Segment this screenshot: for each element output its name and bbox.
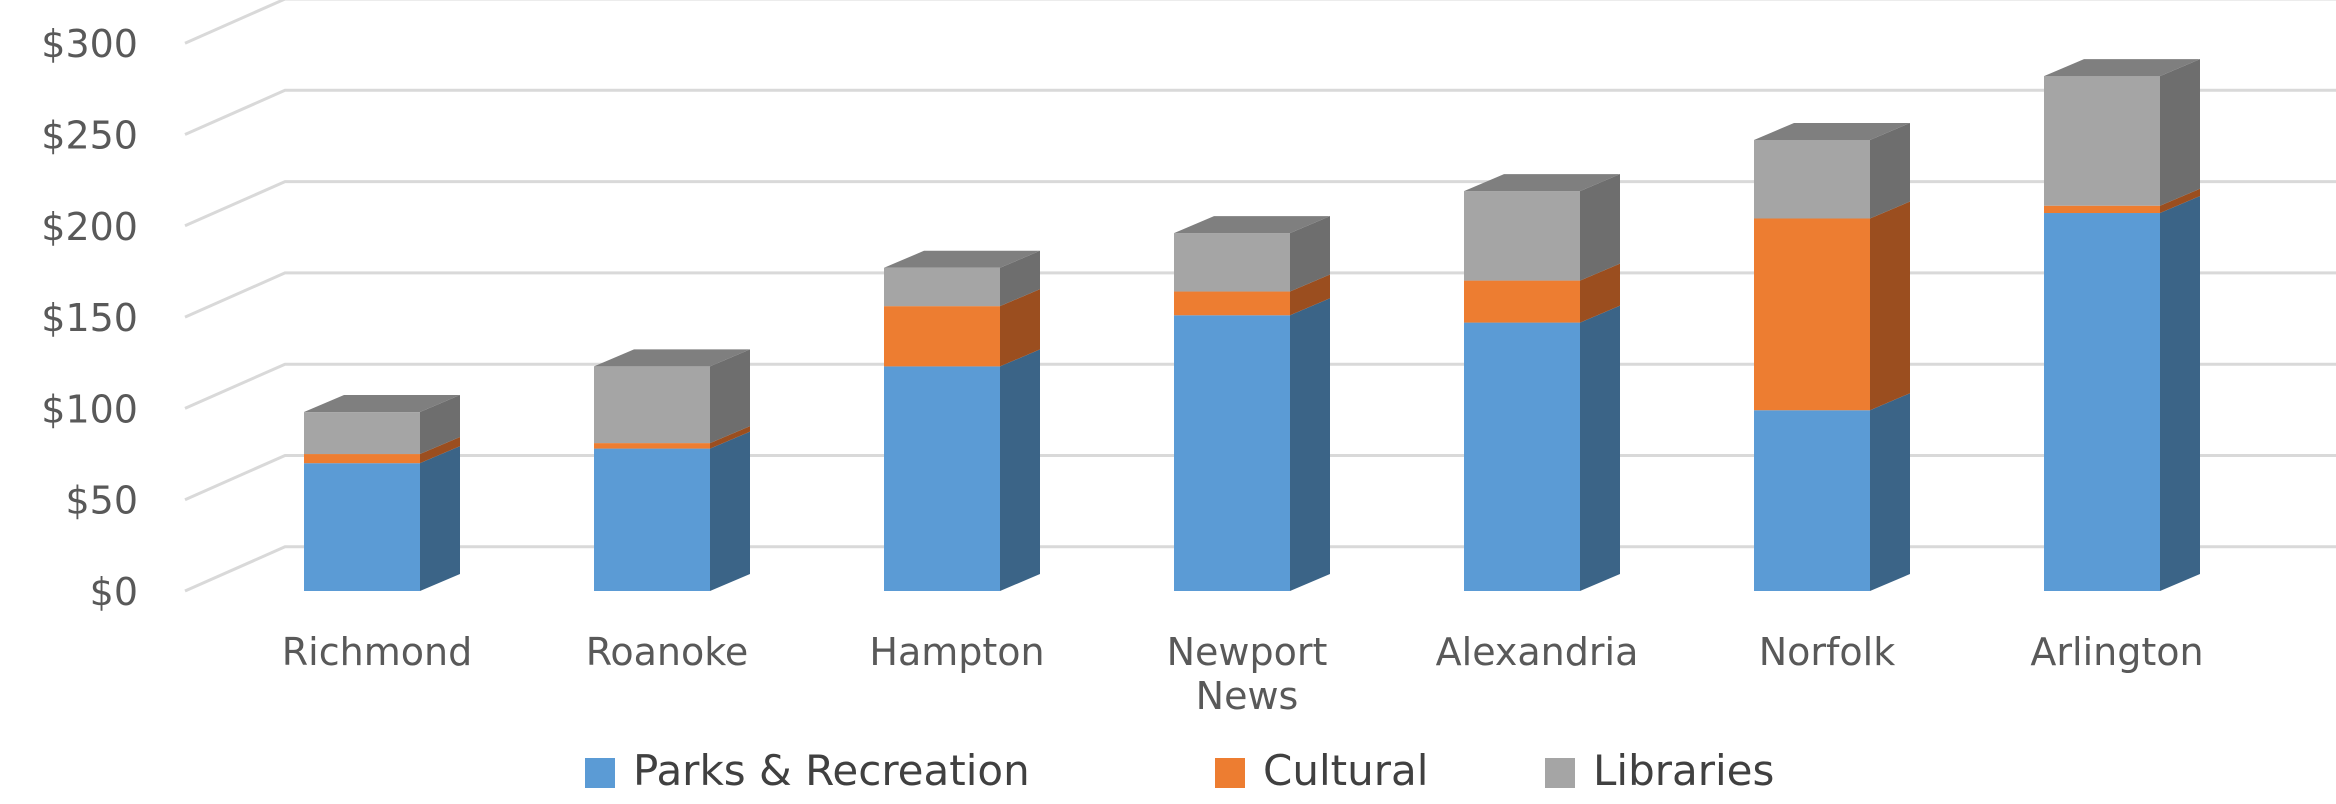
bar-side [420,395,460,455]
gridline [184,271,2336,319]
x-tick-label: Alexandria [1436,630,1639,674]
bar-side [1290,216,1330,292]
bar-segment-cultural [2044,205,2160,214]
legend-label: Libraries [1593,746,1774,795]
bar-top [594,349,750,367]
bar-segment-parks-recreation [594,448,710,591]
bar-segment-libraries [1464,191,1580,281]
bar-side [710,426,750,449]
bar-side [1000,289,1040,367]
bar-top [884,250,1040,268]
bar-segment-libraries [594,366,710,444]
legend-label: Cultural [1263,746,1428,795]
gridline [184,88,2336,136]
bar-side [1870,201,1910,411]
gridline [184,180,2336,228]
y-tick-label: $250 [41,114,138,158]
gridlines [184,0,2336,593]
bar-side [1290,298,1330,591]
bar-segment-libraries [304,412,420,455]
bar-side [420,437,460,464]
bar-side [1870,393,1910,591]
bar-side [710,349,750,444]
bar-segment-parks-recreation [1174,315,1290,591]
bar-side [1580,174,1620,281]
bar-side [710,431,750,591]
bar-segment-parks-recreation [304,463,420,591]
x-tick-label: Hampton [869,630,1044,674]
bar-side [420,446,460,591]
bar-top [304,395,460,413]
legend-swatch [1545,758,1575,788]
y-tick-label: $200 [41,205,138,249]
x-tick-label: Arlington [2030,630,2203,674]
gridline [184,0,2336,45]
gridline [184,362,2336,410]
bar-side [2160,188,2200,214]
bar-segment-libraries [1754,139,1870,219]
bar-top [1464,174,1620,192]
legend-swatch [585,758,615,788]
bar-segment-cultural [1754,218,1870,411]
legend-label: Parks & Recreation [633,746,1030,795]
bar-side [1290,274,1330,316]
x-axis: Richmond Roanoke Hampton Newport News Alexand… [282,630,2204,718]
bar-segment-cultural [304,454,420,464]
gridline [184,454,2336,502]
y-tick-label: $50 [65,479,138,523]
bar-segment-cultural [594,443,710,449]
bar-side [2160,59,2200,206]
bar-side [1000,349,1040,591]
bar-top [1754,122,1910,140]
bar-side [1580,305,1620,591]
bar-side [2160,196,2200,591]
bar-side [1870,122,1910,219]
y-tick-label: $100 [41,387,138,431]
x-tick-label: Norfolk [1759,630,1896,674]
x-tick-label: Newport News [1167,630,1328,718]
bar-segment-cultural [1464,280,1580,323]
y-axis: $0 $50 $100 $150 $200 $250 $300 [41,22,138,614]
legend: Parks & Recreation Cultural Libraries [585,746,1774,795]
bar-segment-parks-recreation [1464,322,1580,591]
bar-segment-libraries [1174,233,1290,292]
bar-side [1000,250,1040,307]
x-tick-label: Roanoke [586,630,749,674]
gridline [184,545,2336,593]
y-tick-label: $300 [41,22,138,66]
bar-segment-libraries [2044,76,2160,206]
legend-swatch [1215,758,1245,788]
bar-segment-parks-recreation [1754,410,1870,591]
x-tick-label: Richmond [282,630,472,674]
y-tick-label: $0 [90,570,138,614]
bar-segment-parks-recreation [884,366,1000,591]
bar-top [2044,59,2200,77]
bar-segment-cultural [1174,291,1290,316]
bar-top [1174,216,1330,234]
bar-segment-parks-recreation [2044,213,2160,591]
bar-segment-cultural [884,306,1000,367]
bar-side [1580,263,1620,323]
bar-segment-libraries [884,267,1000,307]
bars [304,59,2200,591]
y-tick-label: $150 [41,296,138,340]
